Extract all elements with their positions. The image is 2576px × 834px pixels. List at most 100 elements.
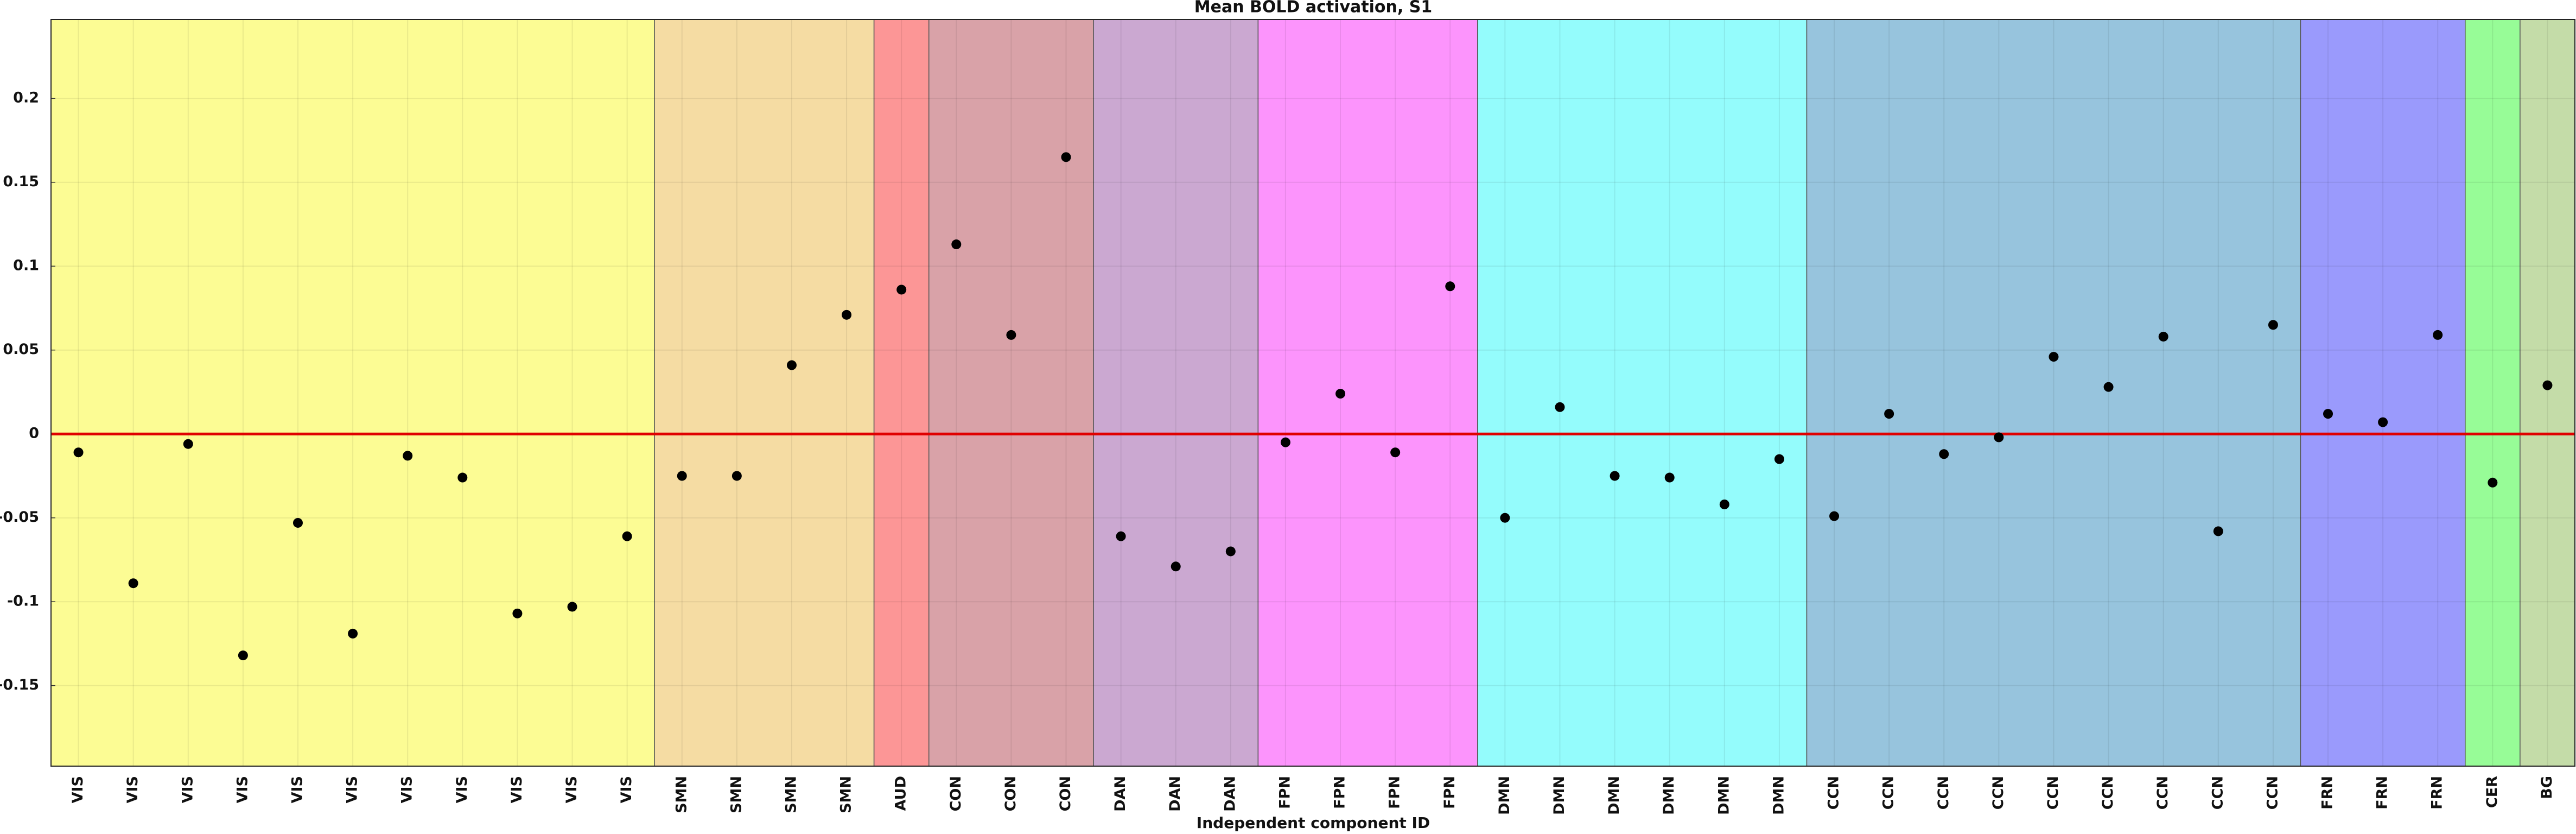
- data-point: [1610, 471, 1620, 481]
- data-point: [1774, 454, 1784, 464]
- data-point: [348, 628, 358, 639]
- data-point: [1994, 432, 2004, 443]
- x-tick-label: FPN: [1441, 776, 1458, 809]
- data-point: [73, 447, 84, 458]
- data-point: [2378, 417, 2388, 427]
- x-tick-label: CCN: [2209, 776, 2226, 810]
- x-tick-label: DMN: [1715, 776, 1732, 815]
- data-point: [1335, 389, 1346, 399]
- data-point: [1116, 531, 1126, 541]
- data-point: [1555, 402, 1565, 412]
- x-tick-label: AUD: [893, 776, 909, 811]
- x-tick-label: CCN: [1990, 776, 2007, 810]
- data-point: [2433, 330, 2443, 340]
- x-tick-label: CCN: [2264, 776, 2281, 810]
- y-tick-label: 0.1: [13, 257, 39, 274]
- y-tick-label: 0.05: [3, 341, 39, 358]
- data-point: [457, 472, 468, 483]
- data-point: [2158, 331, 2168, 342]
- x-tick-label: VIS: [344, 776, 361, 803]
- data-point: [1225, 546, 1236, 557]
- x-tick-label: SMN: [673, 776, 690, 813]
- data-point: [567, 602, 577, 612]
- data-point: [2049, 352, 2059, 362]
- chart-title: Mean BOLD activation, S1: [1194, 0, 1432, 17]
- data-point: [1061, 152, 1071, 162]
- x-tick-label: FPN: [1386, 776, 1403, 809]
- x-axis-label: Independent component ID: [1197, 814, 1430, 832]
- x-tick-label: CON: [1002, 776, 1019, 811]
- x-tick-label: DAN: [1167, 776, 1184, 812]
- data-point: [238, 650, 248, 661]
- network-region: [1093, 19, 1259, 767]
- x-tick-label: VIS: [399, 776, 416, 803]
- x-tick-label: VIS: [124, 776, 141, 803]
- x-tick-label: DMN: [1551, 776, 1568, 815]
- data-point: [1719, 499, 1729, 509]
- data-point: [951, 239, 962, 250]
- data-point: [403, 451, 413, 461]
- data-point: [677, 471, 687, 481]
- x-tick-label: CCN: [1826, 776, 1842, 810]
- x-tick-label: SMN: [838, 776, 855, 813]
- data-point: [2268, 320, 2278, 330]
- data-point: [622, 531, 632, 541]
- data-point: [1445, 281, 1455, 292]
- x-tick-label: VIS: [618, 776, 635, 803]
- network-region: [873, 19, 930, 767]
- data-point: [512, 608, 523, 618]
- x-tick-label: DAN: [1222, 776, 1238, 812]
- x-tick-label: DMN: [1770, 776, 1787, 815]
- x-tick-label: VIS: [454, 776, 470, 803]
- network-region: [50, 19, 655, 767]
- data-point: [1829, 511, 1840, 521]
- x-tick-label: CCN: [1935, 776, 1952, 810]
- x-tick-label: VIS: [234, 776, 251, 803]
- data-point: [2213, 526, 2223, 536]
- y-tick-label: -0.1: [7, 593, 39, 610]
- data-point: [2488, 477, 2498, 488]
- x-tick-label: FRN: [2374, 776, 2391, 810]
- network-region: [1806, 19, 2301, 767]
- y-tick-label: 0.15: [3, 173, 39, 190]
- network-region: [1257, 19, 1478, 767]
- x-tick-label: CCN: [2100, 776, 2116, 810]
- x-tick-label: VIS: [289, 776, 306, 803]
- x-tick-label: DMN: [1661, 776, 1677, 815]
- x-tick-label: DAN: [1112, 776, 1129, 812]
- data-point: [2542, 380, 2553, 390]
- x-tick-label: SMN: [728, 776, 745, 813]
- data-point: [1884, 409, 1894, 419]
- x-tick-label: CER: [2484, 776, 2501, 808]
- network-region: [2300, 19, 2466, 767]
- plot-frame: [50, 19, 2575, 767]
- data-point: [1939, 449, 1949, 459]
- x-tick-label: CON: [1057, 776, 1074, 811]
- network-region: [1477, 19, 1808, 767]
- x-tick-label: BG: [2539, 776, 2555, 799]
- x-tick-label: VIS: [69, 776, 86, 803]
- data-point: [1500, 513, 1510, 523]
- x-tick-label: DMN: [1606, 776, 1623, 815]
- x-tick-label: VIS: [563, 776, 580, 803]
- x-tick-label: CON: [947, 776, 964, 811]
- data-point: [1171, 561, 1181, 572]
- data-point: [2103, 382, 2114, 392]
- x-tick-label: FPN: [1276, 776, 1293, 809]
- x-tick-label: CCN: [2154, 776, 2171, 810]
- y-tick-label: 0: [29, 425, 39, 442]
- data-point: [896, 285, 907, 295]
- data-point: [732, 471, 742, 481]
- data-point: [183, 439, 193, 449]
- data-point: [1006, 330, 1016, 340]
- data-point: [2323, 409, 2333, 419]
- y-tick-label: -0.05: [0, 509, 39, 526]
- x-tick-label: VIS: [179, 776, 196, 803]
- x-tick-label: FRN: [2429, 776, 2446, 810]
- x-tick-label: DMN: [1496, 776, 1513, 815]
- data-point: [128, 578, 138, 589]
- x-tick-label: SMN: [783, 776, 799, 813]
- y-tick-label: 0.2: [13, 90, 39, 106]
- x-tick-label: FRN: [2319, 776, 2336, 810]
